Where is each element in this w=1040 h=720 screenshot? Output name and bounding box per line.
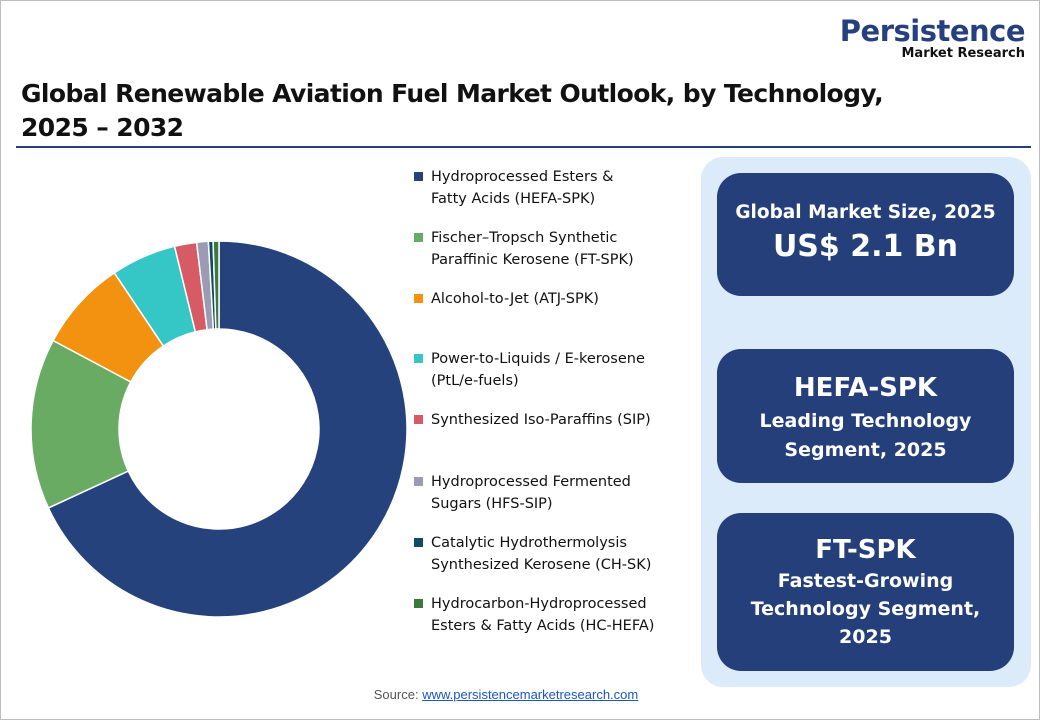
- legend-item: Catalytic Hydrothermolysis Synthesized Ke…: [413, 532, 701, 576]
- legend-label: (PtL/e-fuels): [431, 373, 519, 389]
- legend-swatch: [414, 354, 423, 363]
- legend-item: Power-to-Liquids / E-kerosene (PtL/e-fuel…: [413, 348, 701, 392]
- legend-label: Catalytic Hydrothermolysis: [431, 535, 627, 551]
- legend-item: Hydroprocessed Esters & Fatty Acids (HEFA…: [413, 166, 701, 210]
- donut-slice: [212, 240, 220, 330]
- donut-chart: [30, 240, 408, 618]
- market-size-value: US$ 2.1 Bn: [772, 229, 959, 264]
- chart-title: Global Renewable Aviation Fuel Market Ou…: [21, 77, 884, 145]
- legend-item: Synthesized Iso-Paraffins (SIP): [413, 409, 701, 431]
- legend-swatch: [414, 599, 423, 608]
- title-line-2: 2025 – 2032: [21, 113, 184, 142]
- legend-label: Fischer–Tropsch Synthetic: [431, 230, 618, 246]
- leading-segment-value: HEFA-SPK: [793, 373, 938, 403]
- leading-segment-card: HEFA-SPK Leading Technology Segment, 202…: [717, 349, 1014, 483]
- logo-subtitle: Market Research: [901, 46, 1026, 61]
- legend-label: Sugars (HFS-SIP): [431, 496, 553, 512]
- logo: Persistence Market Research: [839, 14, 1026, 61]
- legend-item: Hydroprocessed Fermented Sugars (HFS-SIP): [413, 471, 701, 515]
- legend-swatch: [414, 538, 423, 547]
- legend-label: Synthesized Iso-Paraffins (SIP): [431, 412, 651, 428]
- source-label: Source:: [373, 687, 419, 702]
- legend-item: Hydrocarbon-Hydroprocessed Esters & Fatty…: [413, 593, 701, 637]
- donut-slice: [47, 240, 408, 618]
- legend-label: Paraffinic Kerosene (FT-SPK): [431, 252, 634, 268]
- fastest-growing-value: FT-SPK: [815, 535, 916, 565]
- fastest-growing-label-1: Fastest-Growing: [777, 570, 954, 592]
- legend-label: Hydroprocessed Fermented: [431, 474, 631, 490]
- source-link[interactable]: www.persistencemarketresearch.com: [422, 687, 639, 702]
- legend-swatch: [414, 294, 423, 303]
- fastest-growing-label-3: 2025: [839, 626, 892, 648]
- logo-wordmark: Persistence: [839, 14, 1026, 48]
- market-size-card: Global Market Size, 2025 US$ 2.1 Bn: [717, 173, 1014, 296]
- legend-swatch: [414, 172, 423, 181]
- legend-item: Fischer–Tropsch Synthetic Paraffinic Kero…: [413, 227, 701, 271]
- key-stats-panel: Global Market Size, 2025 US$ 2.1 Bn HEFA…: [701, 157, 1031, 687]
- fastest-growing-label-2: Technology Segment,: [750, 598, 981, 620]
- legend-label: Synthesized Kerosene (CH-SK): [431, 557, 652, 573]
- legend-item: Alcohol-to-Jet (ATJ-SPK): [413, 288, 701, 310]
- title-divider: [16, 146, 1031, 148]
- fastest-growing-card: FT-SPK Fastest-Growing Technology Segmen…: [717, 513, 1014, 671]
- legend-label: Hydrocarbon-Hydroprocessed: [431, 596, 647, 612]
- legend-label: Fatty Acids (HEFA-SPK): [431, 191, 596, 207]
- market-size-label: Global Market Size, 2025: [735, 202, 996, 223]
- legend-swatch: [414, 477, 423, 486]
- legend-label: Esters & Fatty Acids (HC-HEFA): [431, 618, 655, 634]
- legend-label: Power-to-Liquids / E-kerosene: [431, 351, 645, 367]
- title-line-1: Global Renewable Aviation Fuel Market Ou…: [21, 79, 884, 108]
- legend-swatch: [414, 415, 423, 424]
- legend-label: Alcohol-to-Jet (ATJ-SPK): [431, 291, 599, 307]
- legend-label: Hydroprocessed Esters &: [431, 169, 614, 185]
- leading-segment-label-2: Segment, 2025: [784, 439, 947, 461]
- leading-segment-label-1: Leading Technology: [759, 410, 972, 432]
- source-note: Source: www.persistencemarketresearch.co…: [1, 687, 1011, 702]
- legend-swatch: [414, 233, 423, 242]
